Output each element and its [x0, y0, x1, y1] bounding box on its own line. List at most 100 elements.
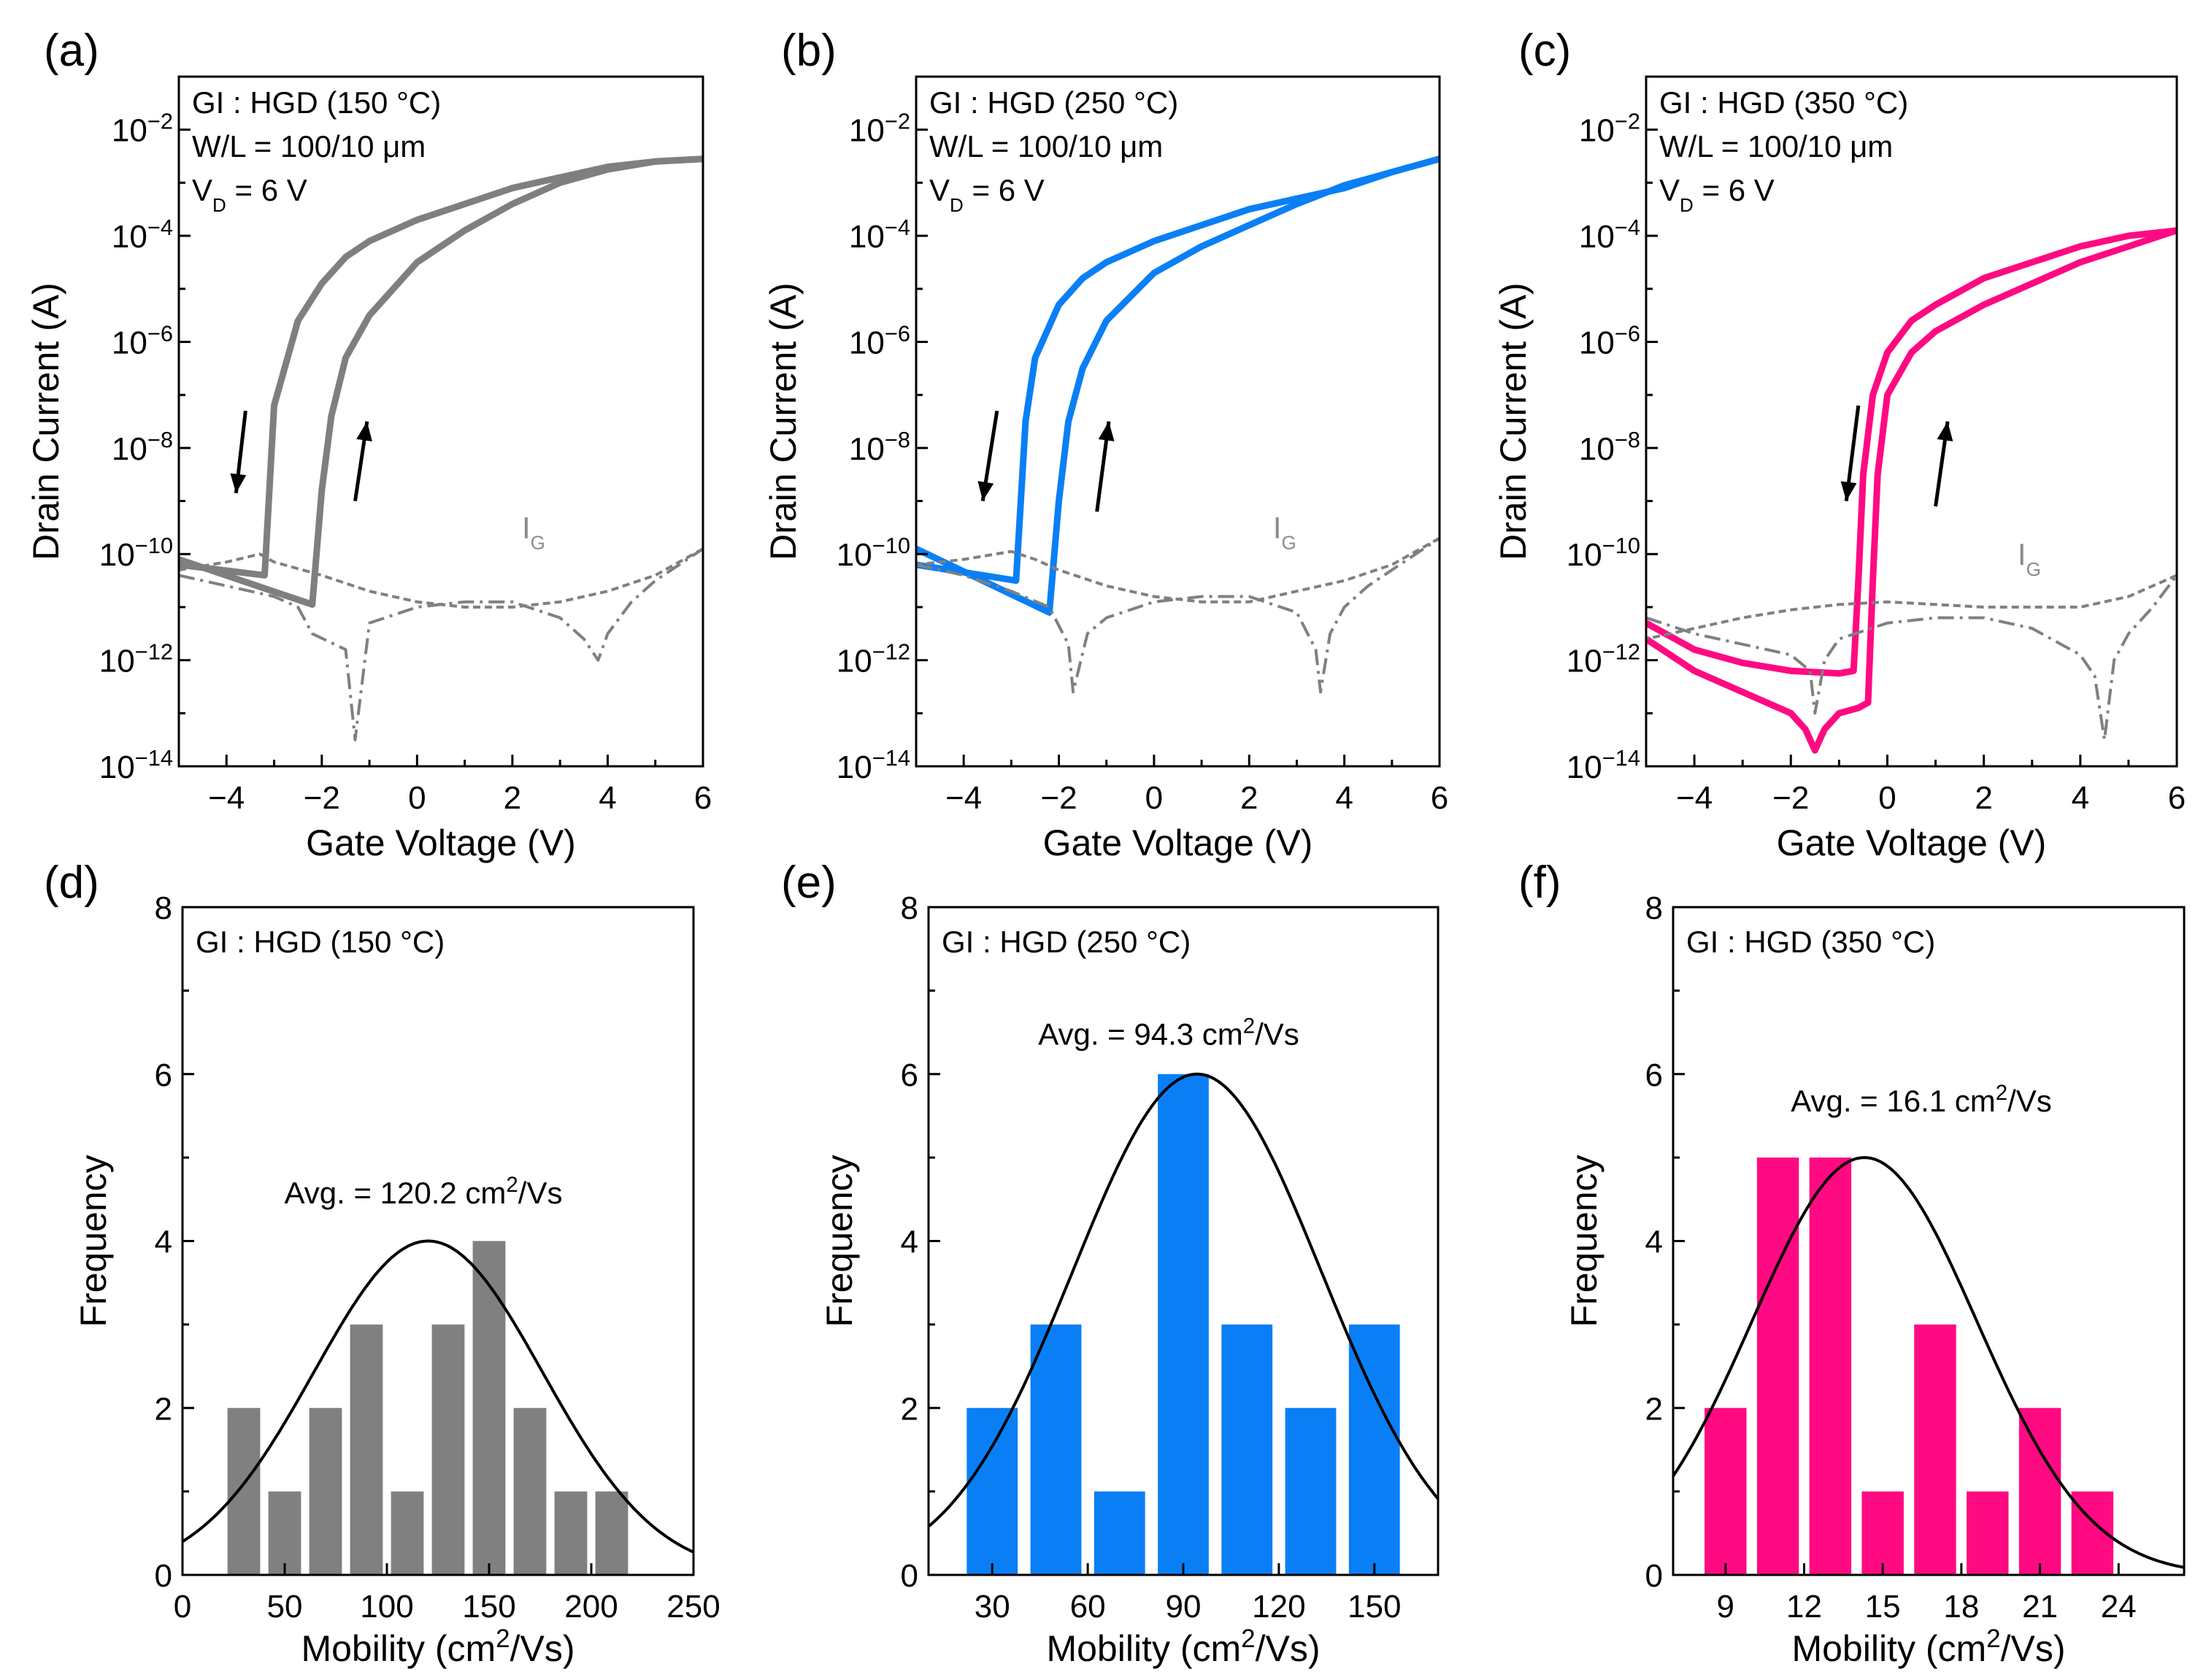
annotation-line: VD = 6 V	[929, 173, 1045, 216]
histogram-bar	[350, 1324, 383, 1575]
sweep-arrow-head-icon	[977, 481, 994, 501]
x-axis-title: Gate Voltage (V)	[1043, 822, 1313, 863]
x-tick-label: 100	[360, 1589, 413, 1625]
chart-title: GI : HGD (250 °C)	[942, 925, 1191, 959]
y-tick-label: 8	[155, 890, 172, 926]
gaussian-fit-line	[927, 1072, 1440, 1528]
x-tick-label: 250	[666, 1589, 720, 1625]
histogram-bar	[1967, 1491, 2009, 1575]
y-tick-label: 10−8	[1579, 426, 1640, 467]
gaussian-fit-line	[181, 1239, 694, 1554]
x-tick-label: 90	[1166, 1589, 1202, 1625]
x-tick-label: 9	[1717, 1589, 1734, 1625]
histogram-bar	[595, 1491, 629, 1575]
x-axis-title: Gate Voltage (V)	[1777, 822, 2047, 863]
histogram-bar	[554, 1491, 588, 1575]
y-tick-label: 10−12	[837, 639, 910, 679]
annotation-line: GI : HGD (150 °C)	[192, 85, 441, 120]
histogram-bar	[1094, 1491, 1145, 1575]
gate-current-line	[916, 536, 1440, 694]
x-axis-title: Mobility (cm2/Vs)	[1791, 1625, 2065, 1670]
y-tick-label: 2	[901, 1391, 918, 1427]
gate-current-label: IG	[2018, 537, 2041, 580]
annotation-line: W/L = 100/10 μm	[1659, 129, 1893, 163]
histogram-bar	[1705, 1408, 1747, 1575]
gate-current-line	[179, 547, 703, 609]
x-tick-label: 120	[1252, 1589, 1305, 1625]
x-tick-label: 150	[1348, 1589, 1401, 1625]
y-tick-label: 6	[1645, 1057, 1663, 1093]
histogram-bar	[1158, 1074, 1209, 1575]
y-tick-label: 10−4	[849, 215, 910, 255]
x-tick-label: 2	[1240, 780, 1258, 816]
average-label: Avg. = 120.2 cm2/Vs	[285, 1173, 563, 1211]
y-tick-label: 10−14	[837, 745, 910, 786]
y-tick-label: 4	[155, 1225, 172, 1260]
annotation-line: GI : HGD (250 °C)	[929, 85, 1178, 120]
sweep-arrow-head-icon	[230, 473, 247, 493]
panel-e: (e) 30 60 90 120 150 0 2 4 6 8 Mobility (cm2/Vs) Fre…	[781, 858, 1440, 1670]
y-axis-title: Frequency	[73, 1155, 114, 1327]
y-tick-label: 2	[155, 1391, 172, 1427]
y-axis-title: Frequency	[819, 1155, 860, 1327]
x-tick-label: 150	[462, 1589, 515, 1625]
y-tick-label: 10−2	[1579, 108, 1640, 149]
panel-d: (d) 0 50 100 150 200 250 0 2 4 6 8 Mobility (cm2/Vs)…	[44, 858, 720, 1669]
y-tick-label: 10−2	[849, 108, 910, 149]
x-tick-label: −2	[1772, 780, 1809, 816]
x-tick-label: 0	[174, 1589, 191, 1625]
annotation-line: VD = 6 V	[192, 173, 307, 216]
histogram-bar	[472, 1241, 506, 1575]
annotation-line: VD = 6 V	[1659, 173, 1775, 216]
histogram-bar	[1285, 1408, 1337, 1575]
panel-c: (c) −4 −2 0 2 4 6 10−14 10−12 10−10 10−8 10−6 10−4 10…	[1493, 26, 2186, 863]
gate-current-label: IG	[522, 510, 545, 553]
y-tick-label: 0	[901, 1558, 918, 1594]
x-tick-label: 4	[1335, 780, 1353, 816]
plot-frame	[177, 75, 704, 768]
y-tick-label: 10−4	[112, 215, 173, 255]
y-tick-label: 10−10	[1567, 533, 1640, 574]
histogram-bar	[2018, 1408, 2061, 1575]
y-tick-label: 10−6	[1579, 320, 1640, 361]
annotation-line: W/L = 100/10 μm	[192, 129, 426, 163]
annotation-line: W/L = 100/10 μm	[929, 129, 1163, 163]
gate-current-line	[179, 547, 703, 741]
histogram-bar	[513, 1408, 547, 1575]
plot-frame	[1645, 75, 2178, 768]
x-axis-title: Mobility (cm2/Vs)	[301, 1625, 574, 1670]
histogram-bar	[268, 1491, 301, 1575]
x-tick-label: 4	[599, 780, 616, 816]
panel-label: (b)	[781, 26, 837, 76]
x-tick-label: 50	[267, 1589, 303, 1625]
y-tick-label: 8	[901, 890, 918, 926]
x-tick-label: 12	[1786, 1589, 1822, 1625]
gaussian-fit-line	[1672, 1156, 2185, 1569]
panel-label: (f)	[1518, 858, 1561, 908]
y-tick-label: 10−4	[1579, 215, 1640, 255]
histogram-bar	[1030, 1324, 1082, 1575]
x-tick-label: 4	[2072, 780, 2089, 816]
x-tick-label: 60	[1070, 1589, 1106, 1625]
x-axis-title: Mobility (cm2/Vs)	[1046, 1625, 1320, 1670]
panel-b: (b) −4 −2 0 2 4 6 10−14 10−12 10−10 10−8 10−6 10−4 10…	[763, 26, 1448, 863]
panel-label: (c)	[1518, 26, 1571, 76]
x-tick-label: −4	[1676, 780, 1713, 816]
average-label: Avg. = 16.1 cm2/Vs	[1791, 1081, 2052, 1119]
x-tick-label: 6	[2168, 780, 2186, 816]
x-tick-label: 6	[694, 780, 712, 816]
sweep-arrow-head-icon	[356, 421, 372, 442]
histogram-bar	[227, 1408, 261, 1575]
histogram-bar	[431, 1324, 465, 1575]
y-tick-label: 10−8	[112, 426, 173, 467]
y-tick-label: 10−10	[837, 533, 910, 574]
drain-current-line	[916, 155, 1440, 585]
histogram-bar	[309, 1408, 342, 1575]
y-axis-title: Drain Current (A)	[763, 282, 804, 560]
histogram-bar	[1861, 1491, 1904, 1575]
histogram-bar	[1914, 1324, 1956, 1575]
sweep-arrow-head-icon	[1937, 421, 1953, 442]
y-axis-title: Frequency	[1564, 1155, 1604, 1327]
